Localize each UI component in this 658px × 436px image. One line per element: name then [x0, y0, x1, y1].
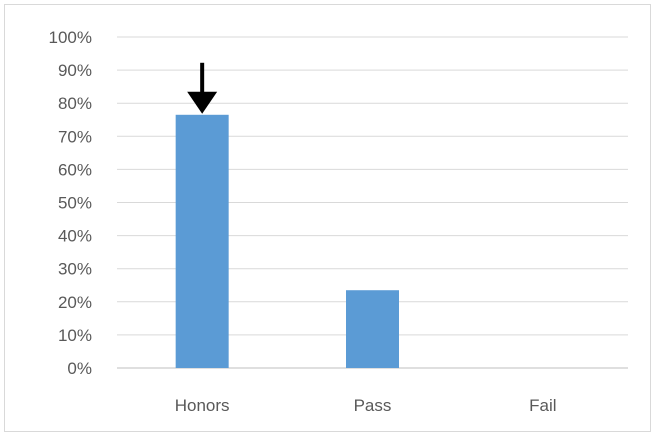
y-tick-label: 10% [58, 326, 92, 345]
x-axis-tick-labels: Honors Pass Fail [175, 396, 557, 415]
y-tick-label: 60% [58, 160, 92, 179]
chart-frame [4, 4, 651, 432]
y-tick-label: 100% [49, 28, 92, 47]
x-tick-label: Honors [175, 396, 230, 415]
x-tick-label: Fail [529, 396, 556, 415]
arrow-head [187, 91, 218, 114]
y-tick-label: 0% [67, 359, 92, 378]
y-axis-tick-labels: 0% 10% 20% 30% 40% 50% 60% 70% 80% 90% 100% [49, 28, 92, 378]
y-tick-label: 70% [58, 127, 92, 146]
y-tick-label: 20% [58, 293, 92, 312]
y-tick-label: 50% [58, 194, 92, 213]
y-tick-label: 30% [58, 260, 92, 279]
bar-pass [346, 290, 399, 368]
bar-honors [175, 114, 229, 368]
y-tick-label: 40% [58, 227, 92, 246]
y-tick-label: 80% [58, 94, 92, 113]
y-tick-label: 90% [58, 61, 92, 80]
x-tick-label: Pass [354, 396, 392, 415]
annotations [187, 62, 218, 114]
bars [175, 114, 399, 368]
